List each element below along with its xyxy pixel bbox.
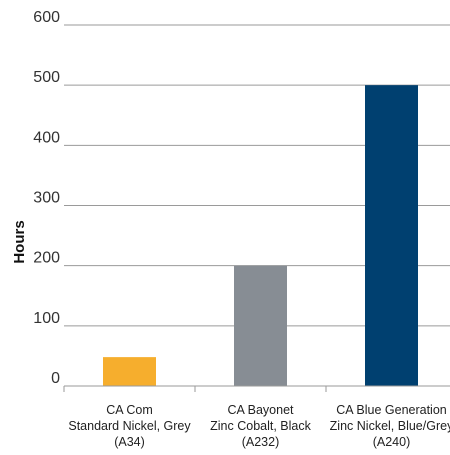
- x-category-label: CA Bayonet: [227, 403, 294, 417]
- x-category-label: Standard Nickel, Grey: [68, 419, 191, 433]
- bar: [103, 357, 156, 386]
- y-tick-label: 600: [33, 9, 60, 26]
- y-tick-label: 400: [33, 129, 60, 146]
- y-tick-label: 0: [51, 370, 60, 387]
- x-category-label: Zinc Nickel, Blue/Grey: [330, 419, 450, 433]
- x-category-label: Zinc Cobalt, Black: [210, 419, 311, 433]
- y-tick-label: 500: [33, 69, 60, 86]
- y-axis-ticks: 0 100 200 300 400 500 600: [33, 9, 60, 387]
- y-axis-title: Hours: [11, 220, 28, 263]
- bar: [365, 85, 418, 387]
- x-axis: [63, 385, 450, 392]
- x-category-label: CA Blue Generation: [336, 403, 447, 417]
- y-tick-label: 300: [33, 190, 60, 207]
- x-axis-labels: CA Com Standard Nickel, Grey (A34) CA Bayon…: [68, 403, 450, 449]
- x-category-label: CA Com: [106, 403, 153, 417]
- bar: [234, 265, 287, 386]
- y-tick-label: 100: [33, 310, 60, 327]
- x-category-label: (A232): [242, 435, 280, 449]
- x-category-label: (A240): [373, 435, 411, 449]
- x-category-label: (A34): [114, 435, 145, 449]
- y-tick-label: 200: [33, 250, 60, 267]
- bars: [103, 85, 418, 387]
